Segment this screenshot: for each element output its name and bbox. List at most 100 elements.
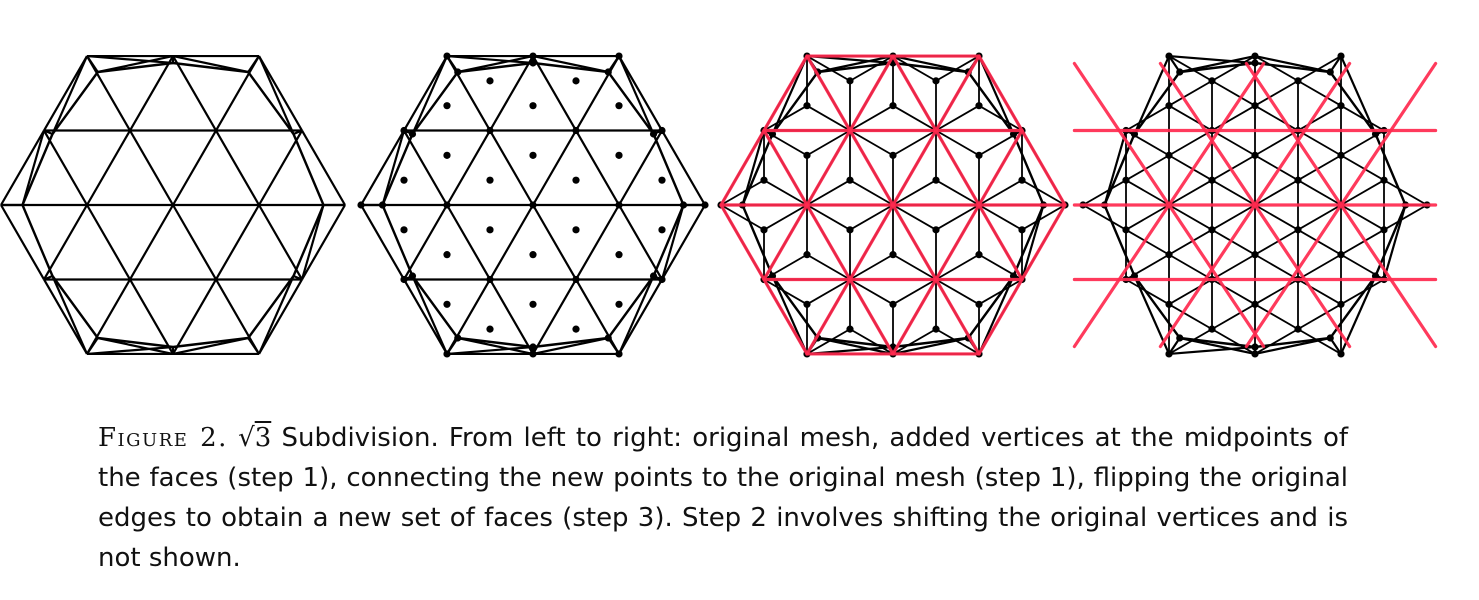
mesh-edge: [489, 129, 534, 206]
face-midpoint: [1337, 151, 1345, 159]
midpoint-connector: [978, 253, 1023, 281]
midpoint-connector: [935, 129, 980, 157]
face-midpoint: [1122, 176, 1130, 184]
midpoint-connector: [892, 179, 937, 206]
mesh-edge: [257, 275, 295, 355]
mesh-edge: [258, 204, 303, 281]
face-midpoint: [846, 226, 854, 234]
mesh-edge: [1254, 129, 1299, 157]
face-midpoint: [932, 325, 940, 333]
mesh-edge: [1020, 204, 1045, 280]
panel-flipped-edges: [1072, 52, 1438, 358]
mesh-vertex: [679, 201, 688, 209]
face-midpoint: [1018, 176, 1026, 184]
flipped-edge: [1297, 229, 1342, 256]
midpoint-connector: [806, 104, 851, 132]
face-midpoint: [1018, 226, 1026, 234]
mesh-edge: [1211, 104, 1256, 132]
mesh-edge: [532, 55, 577, 132]
mesh-edge: [257, 55, 295, 135]
mesh-edge: [43, 274, 53, 281]
panel-connected-midpoints: [717, 52, 1069, 358]
mesh-edge: [1383, 179, 1428, 206]
mesh-edge: [1211, 129, 1256, 157]
face-midpoint: [1208, 176, 1216, 184]
mesh-edge: [1340, 278, 1385, 306]
mesh-edge: [360, 204, 405, 281]
mesh-vertex: [486, 275, 494, 284]
mesh-edge: [86, 204, 131, 281]
mesh-edge: [1340, 129, 1385, 157]
mesh-edge: [43, 204, 88, 281]
mesh-edge: [1168, 104, 1213, 132]
mesh-edge: [403, 278, 448, 355]
midpoint-connector: [935, 179, 980, 206]
face-midpoint: [889, 102, 897, 110]
caption-text: Subdivision. From left to right: origina…: [98, 423, 1349, 573]
face-midpoint: [932, 176, 940, 184]
mesh-edge: [215, 129, 260, 206]
mesh-edge: [172, 204, 217, 281]
mesh-edge: [86, 129, 131, 206]
mesh-edge: [411, 275, 449, 355]
highlight-stroke: [848, 277, 895, 356]
mesh-vertex: [572, 126, 580, 135]
face-midpoint: [1294, 325, 1302, 333]
face-midpoint: [486, 325, 494, 333]
mesh-vertex: [529, 350, 537, 358]
face-midpoint: [1251, 251, 1259, 259]
mesh-vertex: [615, 201, 623, 209]
mesh-edge: [1254, 55, 1299, 82]
face-midpoint: [1165, 251, 1173, 259]
mesh-edge: [1297, 278, 1342, 306]
face-midpoint: [572, 226, 580, 234]
face-midpoint: [1165, 102, 1173, 110]
face-midpoint: [846, 77, 854, 85]
mesh-edge: [258, 129, 303, 206]
highlight-stroke: [934, 277, 981, 356]
highlight-stroke: [891, 203, 938, 282]
flipped-edge: [1211, 154, 1256, 181]
mesh-edge: [1082, 204, 1127, 231]
midpoint-connector: [935, 55, 980, 82]
mesh-edge: [1383, 204, 1428, 231]
panel-original-mesh: [0, 54, 346, 356]
mesh-edge: [97, 336, 174, 356]
face-midpoint: [889, 151, 897, 159]
midpoint-connector: [849, 104, 894, 132]
midpoint-connector: [892, 204, 937, 231]
face-midpoint: [529, 102, 537, 110]
mesh-vertex: [1165, 52, 1173, 60]
mesh-edge: [0, 204, 45, 281]
mesh-edge: [1211, 55, 1256, 82]
mesh-edge: [618, 278, 663, 355]
mesh-edge: [1340, 179, 1385, 206]
mesh-edge: [1254, 179, 1299, 206]
midpoint-connector: [806, 129, 851, 157]
mesh-edge: [1254, 278, 1299, 306]
mesh-vertex: [701, 201, 709, 209]
mesh-edge: [1125, 179, 1170, 206]
flipped-edge: [1340, 154, 1385, 181]
flipped-edge: [1211, 303, 1256, 330]
mesh-vertex: [454, 68, 462, 76]
midpoint-connector: [978, 179, 1023, 206]
flipped-edge: [1254, 154, 1299, 181]
midpoint-connector: [1021, 179, 1066, 206]
panel-face-midpoints: [357, 52, 709, 358]
face-midpoint: [572, 77, 580, 85]
face-midpoint: [615, 102, 623, 110]
face-midpoint: [889, 251, 897, 259]
mesh-vertex: [1337, 52, 1345, 60]
mesh-edge: [86, 337, 99, 355]
flipped-edge: [1254, 80, 1299, 107]
midpoint-connector: [978, 278, 1023, 306]
midpoint-connector: [806, 278, 851, 306]
mesh-edge: [661, 129, 706, 206]
mesh-edge: [172, 278, 217, 355]
face-midpoint: [975, 151, 983, 159]
face-midpoint: [443, 102, 451, 110]
mesh-edge: [575, 129, 620, 206]
mesh-edge: [1340, 204, 1385, 231]
mesh-edge: [532, 54, 609, 74]
